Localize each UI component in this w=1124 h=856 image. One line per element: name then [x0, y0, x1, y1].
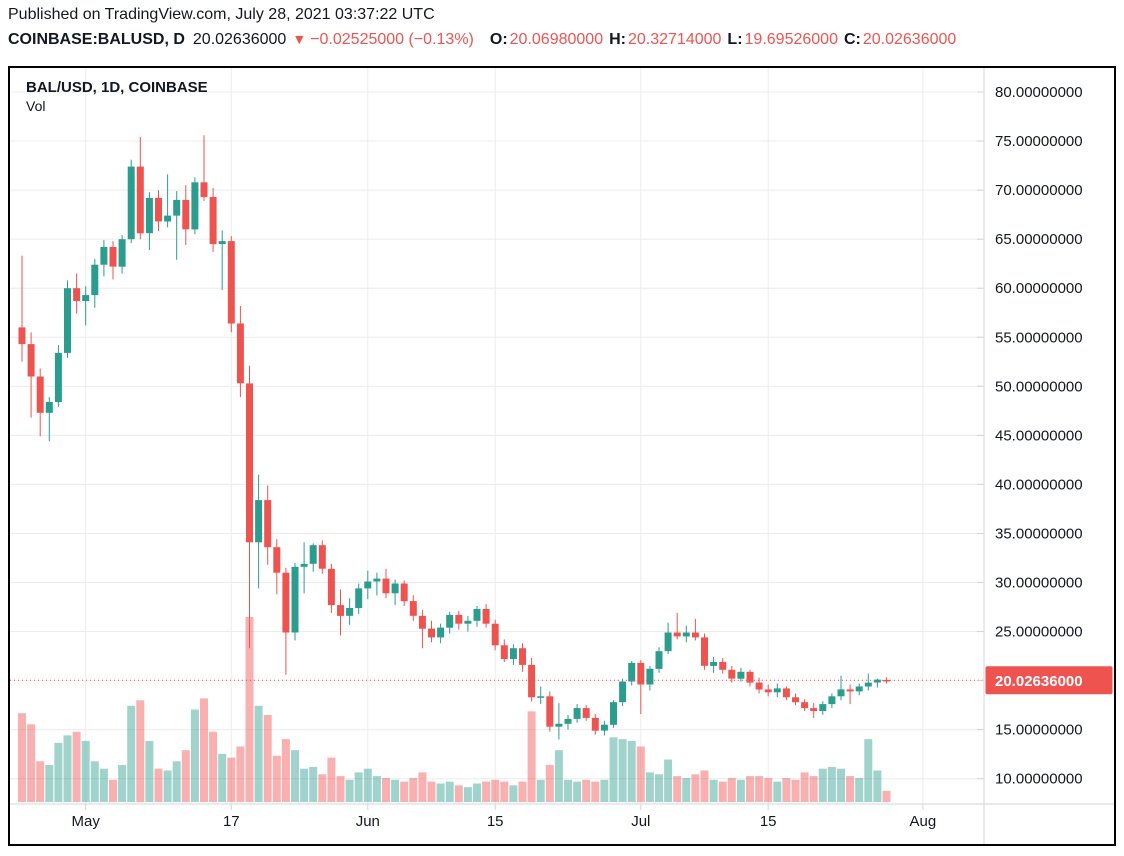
low-label: L:: [727, 31, 743, 48]
volume-bars: [18, 617, 891, 803]
svg-text:20.02636000: 20.02636000: [995, 673, 1083, 690]
symbol-interval-label: COINBASE:BALUSD, D: [8, 31, 185, 48]
close-label: C:: [843, 31, 861, 48]
open-value: 20.06980000: [509, 31, 604, 48]
svg-text:75.00000000: 75.00000000: [995, 133, 1083, 150]
svg-text:30.00000000: 30.00000000: [995, 575, 1083, 592]
current-price-label: 20.02636000: [985, 666, 1113, 695]
svg-text:65.00000000: 65.00000000: [995, 231, 1083, 248]
svg-text:Jun: Jun: [356, 813, 380, 830]
high-value: 20.32714000: [627, 31, 722, 48]
legend-volume-study: Vol: [26, 98, 46, 114]
quote-bar: COINBASE:BALUSD, D 20.02636000 ▼ −0.0252500…: [8, 31, 956, 49]
gridlines: [10, 68, 984, 804]
svg-text:May: May: [72, 813, 101, 830]
svg-text:80.00000000: 80.00000000: [995, 84, 1083, 101]
svg-text:Jul: Jul: [631, 813, 650, 830]
svg-text:50.00000000: 50.00000000: [995, 378, 1083, 395]
svg-text:35.00000000: 35.00000000: [995, 525, 1083, 542]
open-label: O:: [489, 31, 508, 48]
price-axis-labels[interactable]: 80.00000000 75.00000000 70.00000000 65.0000…: [977, 84, 1083, 788]
svg-text:60.00000000: 60.00000000: [995, 280, 1083, 297]
svg-text:40.00000000: 40.00000000: [995, 476, 1083, 493]
svg-text:Aug: Aug: [910, 813, 937, 830]
time-axis-labels[interactable]: May 17 Jun 15 Jul 15 Aug: [72, 804, 937, 830]
low-value: 19.69526000: [744, 31, 838, 48]
svg-text:15: 15: [487, 813, 504, 830]
svg-text:15.00000000: 15.00000000: [995, 722, 1083, 739]
candlestick-series: [18, 135, 890, 740]
svg-text:15: 15: [760, 813, 777, 830]
svg-text:70.00000000: 70.00000000: [995, 182, 1083, 199]
legend-symbol-title: BAL/USD, 1D, COINBASE: [26, 79, 208, 96]
high-label: H:: [609, 31, 626, 48]
svg-text:45.00000000: 45.00000000: [995, 427, 1083, 444]
chart-container: BAL/USD, 1D, COINBASE Vol 80.00000000 75.…: [8, 66, 1116, 846]
published-line: Published on TradingView.com, July 28, 2…: [8, 6, 435, 23]
price-change-value: −0.02525000 (−0.13%): [310, 31, 474, 48]
last-price-value: 20.02636000: [192, 31, 287, 48]
chart-legend: BAL/USD, 1D, COINBASE Vol: [26, 78, 208, 116]
svg-text:10.00000000: 10.00000000: [995, 771, 1083, 788]
svg-text:17: 17: [223, 813, 240, 830]
axis-separators: [10, 68, 1114, 844]
price-down-arrow-icon: ▼: [292, 31, 307, 47]
price-chart-svg[interactable]: 80.00000000 75.00000000 70.00000000 65.0000…: [10, 68, 1114, 844]
close-value: 20.02636000: [862, 31, 957, 48]
svg-text:25.00000000: 25.00000000: [995, 624, 1083, 641]
svg-text:55.00000000: 55.00000000: [995, 329, 1083, 346]
